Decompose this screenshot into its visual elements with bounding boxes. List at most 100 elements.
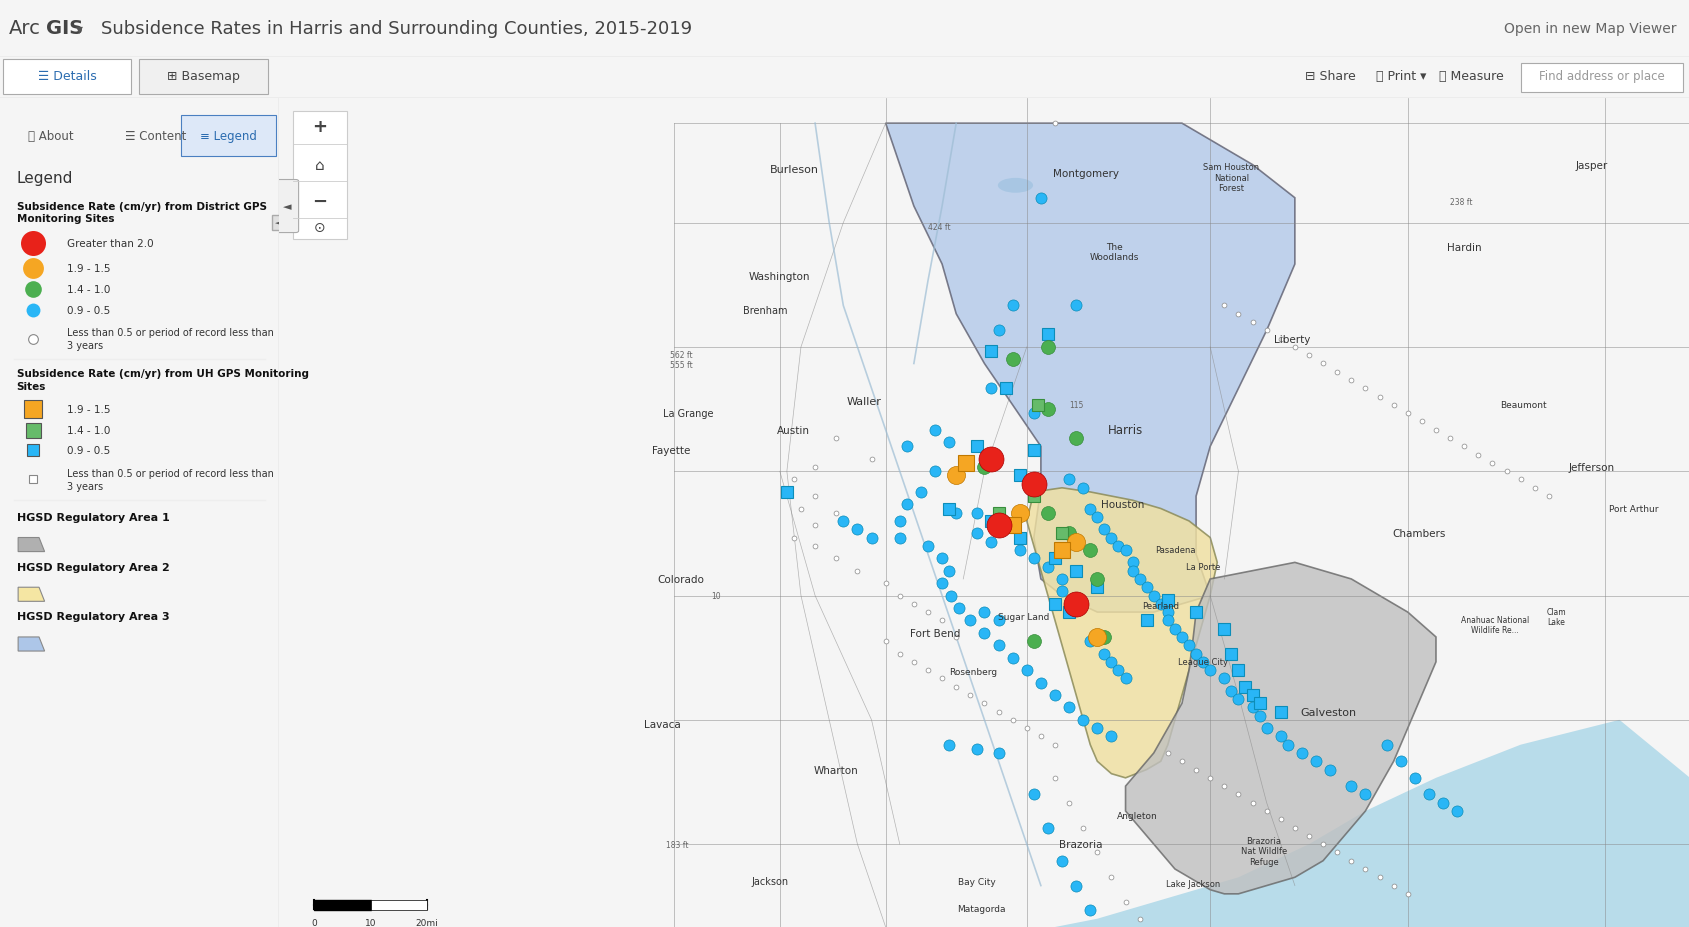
Text: Fort Bend: Fort Bend [909, 629, 959, 638]
Text: Brazoria
Nat Wildlfe
Refuge: Brazoria Nat Wildlfe Refuge [1240, 836, 1287, 866]
Text: Subsidence Rate (cm/yr) from UH GPS Monitoring: Subsidence Rate (cm/yr) from UH GPS Moni… [17, 369, 309, 379]
Text: Jasper: Jasper [1574, 160, 1606, 171]
Text: Harris: Harris [1108, 424, 1142, 437]
Text: Pearland: Pearland [1142, 602, 1179, 610]
Text: Sugar Land: Sugar Land [998, 612, 1049, 621]
Text: 115: 115 [1069, 401, 1083, 410]
Text: 0: 0 [311, 918, 318, 927]
Text: Find address or place: Find address or place [1539, 70, 1664, 83]
Text: Monitoring Sites: Monitoring Sites [17, 214, 115, 224]
Polygon shape [19, 588, 44, 602]
Text: Fayette: Fayette [652, 446, 689, 456]
Text: Brenham: Brenham [743, 305, 787, 315]
Text: Port Arthur: Port Arthur [1608, 504, 1657, 514]
Text: Legend: Legend [17, 171, 73, 185]
Text: Clam
Lake: Clam Lake [1545, 607, 1564, 627]
Text: Hardin: Hardin [1446, 243, 1481, 253]
Text: Subsidence Rates in Harris and Surrounding Counties, 2015-2019: Subsidence Rates in Harris and Surroundi… [101, 19, 692, 38]
Text: Rosenberg: Rosenberg [949, 667, 997, 677]
Text: HGSD Regulatory Area 1: HGSD Regulatory Area 1 [17, 513, 169, 522]
Text: Liberty: Liberty [1274, 335, 1309, 344]
Text: Open in new Map Viewer: Open in new Map Viewer [1503, 21, 1675, 36]
Text: Colorado: Colorado [657, 575, 704, 584]
Text: Jackson: Jackson [752, 876, 789, 886]
Text: +: + [312, 119, 328, 136]
Text: 20mi: 20mi [415, 918, 437, 927]
Text: ⊟ Share: ⊟ Share [1304, 70, 1355, 83]
Polygon shape [19, 637, 44, 652]
Text: Angleton: Angleton [1116, 811, 1157, 819]
Text: Bay City: Bay City [958, 877, 995, 886]
Text: Wharton: Wharton [814, 765, 858, 775]
Text: Waller: Waller [846, 397, 882, 406]
Text: 0.9 - 0.5: 0.9 - 0.5 [68, 446, 110, 456]
Text: 424 ft: 424 ft [927, 223, 949, 232]
Text: −: − [312, 193, 328, 210]
Text: 1.4 - 1.0: 1.4 - 1.0 [68, 285, 110, 295]
Text: 1.9 - 1.5: 1.9 - 1.5 [68, 264, 110, 273]
Text: Galveston: Galveston [1301, 706, 1356, 717]
Bar [292, 111, 346, 240]
Text: Houston: Houston [1100, 500, 1143, 510]
Text: Pasadena: Pasadena [1154, 546, 1194, 555]
Text: Beaumont: Beaumont [1500, 401, 1545, 410]
Text: 1.4 - 1.0: 1.4 - 1.0 [68, 425, 110, 436]
Text: GIS: GIS [46, 19, 83, 38]
Polygon shape [19, 538, 44, 552]
Text: 1.9 - 1.5: 1.9 - 1.5 [68, 404, 110, 414]
Text: Chambers: Chambers [1392, 528, 1444, 539]
Text: 238 ft: 238 ft [1449, 198, 1471, 207]
Text: Washington: Washington [748, 273, 811, 282]
Text: Burleson: Burleson [768, 165, 817, 174]
Bar [3, 59, 132, 95]
Text: Arc: Arc [8, 19, 41, 38]
Text: HGSD Regulatory Area 3: HGSD Regulatory Area 3 [17, 612, 169, 622]
Bar [138, 59, 267, 95]
Text: Sam Houston
National
Forest: Sam Houston National Forest [1203, 163, 1258, 193]
Text: 🛈 About: 🛈 About [27, 130, 73, 143]
Text: ◄: ◄ [282, 202, 292, 211]
Text: 🖶 Print ▾: 🖶 Print ▾ [1375, 70, 1426, 83]
Polygon shape [1125, 563, 1436, 894]
Text: ⊙: ⊙ [314, 221, 326, 235]
Bar [181, 116, 275, 158]
Text: Anahuac National
Wildlife Re...: Anahuac National Wildlife Re... [1461, 616, 1529, 635]
Text: Jefferson: Jefferson [1567, 463, 1613, 473]
Text: ▾: ▾ [76, 21, 83, 36]
Text: ◄: ◄ [274, 219, 284, 228]
Text: Sites: Sites [17, 381, 46, 391]
Text: ⌂: ⌂ [314, 158, 324, 173]
Text: The
Woodlands: The Woodlands [1089, 243, 1138, 262]
Text: Lake Jackson: Lake Jackson [1165, 880, 1219, 888]
Text: 10: 10 [365, 918, 377, 927]
Text: Greater than 2.0: Greater than 2.0 [68, 239, 154, 249]
Text: League City: League City [1177, 657, 1228, 667]
Text: Less than 0.5 or period of record less than: Less than 0.5 or period of record less t… [68, 327, 274, 337]
Text: Less than 0.5 or period of record less than: Less than 0.5 or period of record less t… [68, 468, 274, 478]
Text: 562 ft
555 ft: 562 ft 555 ft [669, 350, 692, 370]
Text: 0.9 - 0.5: 0.9 - 0.5 [68, 305, 110, 315]
Text: 📐 Measure: 📐 Measure [1437, 70, 1503, 83]
Text: La Grange: La Grange [662, 409, 713, 419]
Polygon shape [1054, 720, 1689, 927]
Text: 3 years: 3 years [68, 482, 103, 491]
FancyBboxPatch shape [275, 181, 299, 234]
Text: ☰ Content: ☰ Content [125, 130, 187, 143]
Text: 10: 10 [711, 591, 721, 601]
Text: Lavaca: Lavaca [644, 719, 681, 730]
Text: Montgomery: Montgomery [1052, 169, 1118, 179]
Text: 3 years: 3 years [68, 341, 103, 351]
Text: La Porte: La Porte [1186, 563, 1219, 571]
Polygon shape [885, 124, 1294, 613]
Ellipse shape [997, 179, 1032, 194]
Bar [1520, 64, 1682, 93]
Text: Austin: Austin [777, 425, 811, 436]
Text: ≡ Legend: ≡ Legend [199, 130, 257, 143]
Text: 183 ft: 183 ft [665, 840, 687, 849]
Text: Brazoria: Brazoria [1057, 839, 1101, 849]
Text: HGSD Regulatory Area 2: HGSD Regulatory Area 2 [17, 562, 169, 572]
Polygon shape [1027, 489, 1216, 778]
Text: Matagorda: Matagorda [956, 905, 1005, 913]
Text: Subsidence Rate (cm/yr) from District GPS: Subsidence Rate (cm/yr) from District GP… [17, 202, 267, 211]
Text: ⊞ Basemap: ⊞ Basemap [167, 70, 240, 83]
